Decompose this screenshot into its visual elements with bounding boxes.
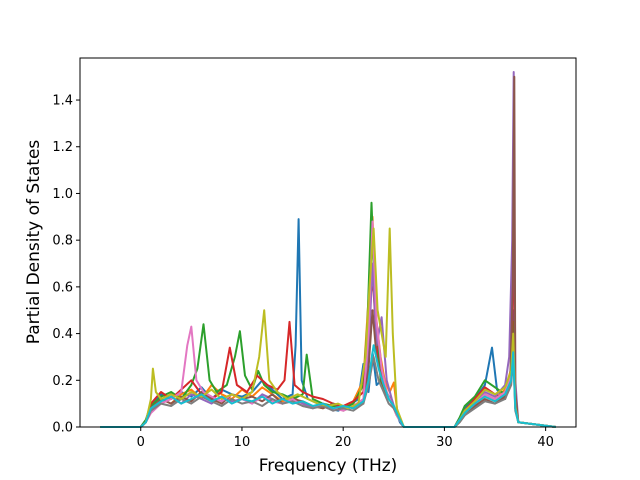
y-tick-label: 1.0	[52, 187, 73, 202]
x-tick-label: 0	[137, 435, 145, 450]
y-tick-label: 1.4	[52, 94, 73, 109]
y-tick-label: 0.8	[52, 234, 73, 249]
y-tick-label: 0.0	[52, 421, 73, 436]
x-tick-label: 10	[234, 435, 251, 450]
series-line-3	[100, 201, 556, 428]
y-tick-label: 0.2	[52, 374, 73, 389]
y-axis-label: Partial Density of States	[24, 140, 44, 345]
x-tick-label: 30	[436, 435, 453, 450]
y-axis-ticks: 0.0 0.2 0.4 0.6 0.8 1.0 1.2 1.4	[52, 94, 80, 436]
series-layer	[100, 71, 556, 428]
x-tick-label: 20	[335, 435, 352, 450]
plot-area	[80, 58, 576, 427]
axes-frame	[79, 57, 577, 428]
y-tick-label: 1.2	[52, 140, 73, 155]
x-tick-label: 40	[537, 435, 554, 450]
x-axis-ticks: 0 10 20 30 40	[137, 427, 554, 450]
series-line-10	[100, 344, 556, 428]
x-axis-label: Frequency (THz)	[259, 456, 398, 476]
y-tick-label: 0.6	[52, 280, 73, 295]
y-tick-label: 0.4	[52, 327, 73, 342]
